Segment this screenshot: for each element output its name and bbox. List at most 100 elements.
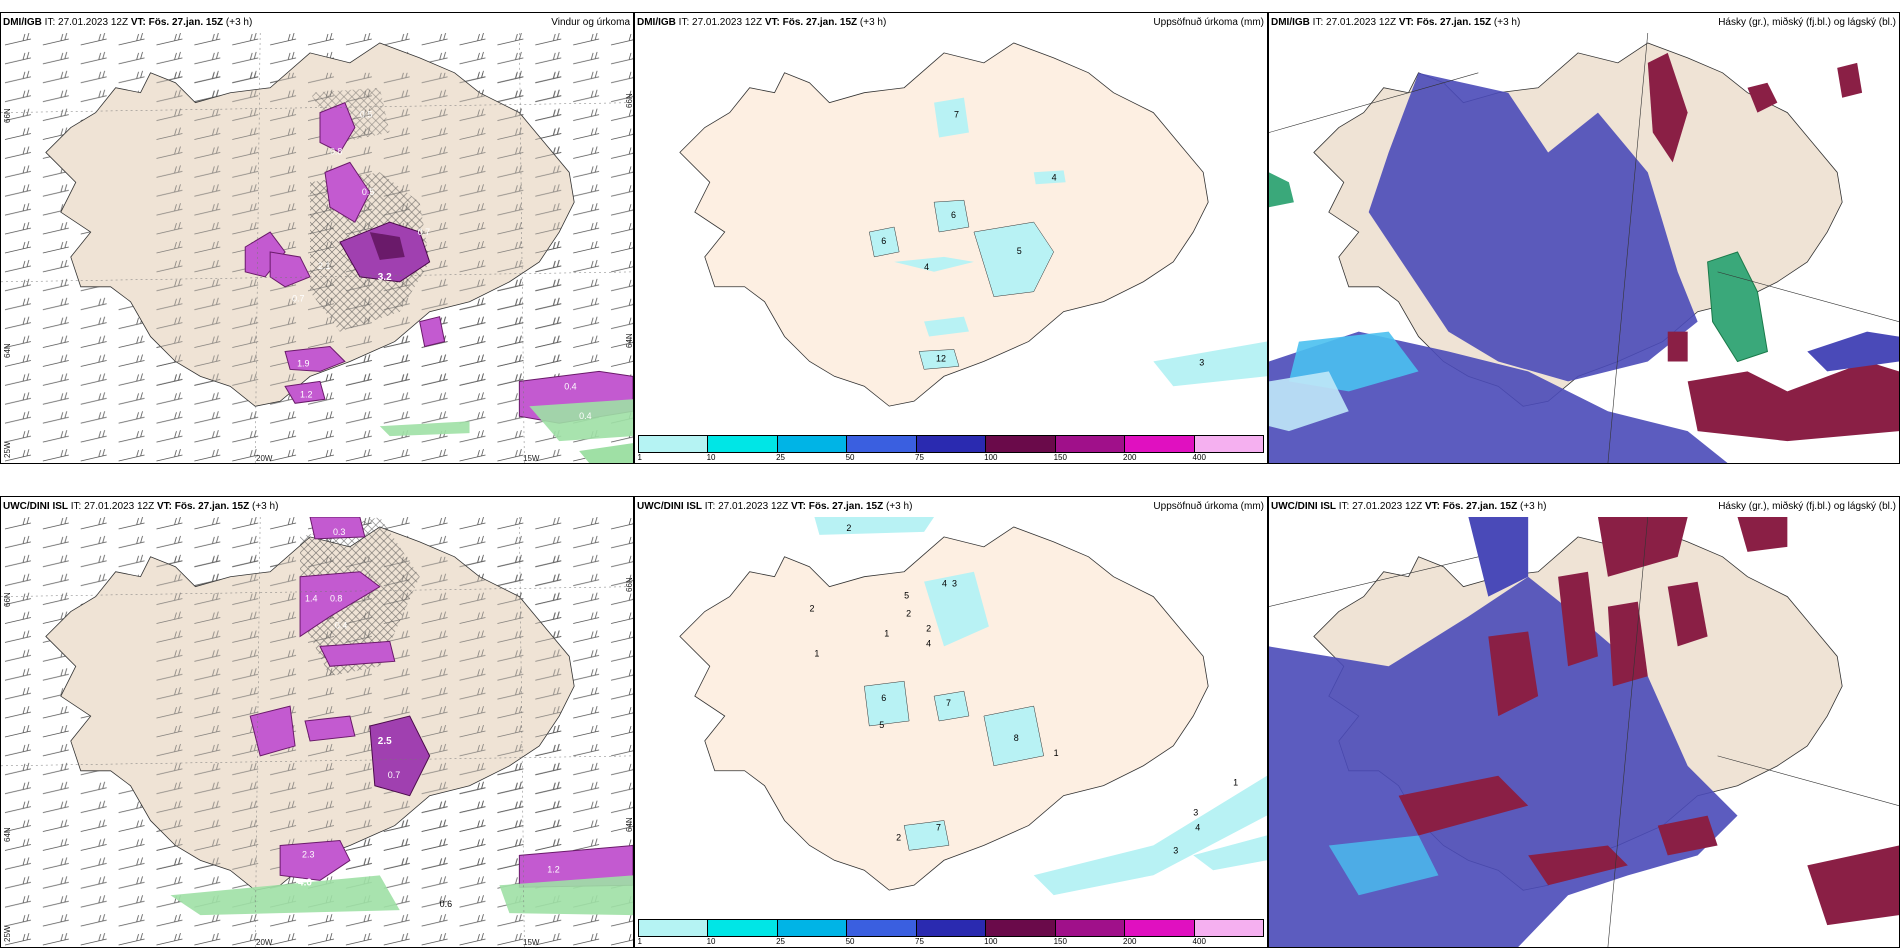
- map-cloud: [1269, 517, 1899, 947]
- lead-time: (+3 h): [225, 17, 253, 28]
- precip-value-label: 7: [954, 110, 959, 120]
- precip-value-label: 0.5: [362, 187, 374, 197]
- source-label: DMI/IGB: [1271, 17, 1310, 28]
- valid-time: Fös. 27.jan. 15Z: [1416, 17, 1492, 28]
- source-label: DMI/IGB: [3, 17, 42, 28]
- precip-value-label: 5: [1017, 246, 1022, 256]
- lat-tick-66n: 66N: [3, 108, 12, 123]
- panel-header: UWC/DINI ISL IT: 27.01.2023 12Z VT: Fös.…: [1269, 497, 1899, 517]
- colorbar-label: 400: [1192, 453, 1206, 462]
- colorbar-label: 25: [776, 453, 785, 462]
- colorbar-label: 150: [1053, 453, 1067, 462]
- precip-value-label: 1.9: [297, 358, 309, 368]
- lat-tick-64n: 64N: [3, 827, 12, 842]
- lead-time: (+3 h): [886, 501, 913, 512]
- colorbar-swatch: [916, 920, 987, 936]
- panel-header: UWC/DINI ISL IT: 27.01.2023 12Z VT: Fös.…: [1, 497, 633, 517]
- precip-value-label: 1: [884, 628, 889, 638]
- precip-value-label: 6: [951, 210, 956, 220]
- precip-value-label: 3: [1199, 357, 1204, 367]
- precip-value-label: 5: [904, 591, 909, 601]
- colorbar-swatch: [639, 436, 709, 452]
- colorbar-swatch: [639, 920, 709, 936]
- precip-value-label: 0.8: [330, 594, 342, 604]
- valid-time: Fös. 27.jan. 15Z: [782, 17, 858, 28]
- precip-value-label: 0.7: [388, 770, 400, 780]
- panel-header: DMI/IGB IT: 27.01.2023 12Z VT: Fös. 27.j…: [635, 13, 1267, 33]
- lon-tick-15w: 15W: [523, 454, 540, 463]
- init-time: IT: 27.01.2023 12Z: [678, 17, 763, 28]
- precip-value-label: 2.1: [318, 261, 330, 271]
- lat-tick-66n-right: 66N: [625, 93, 634, 108]
- precip-value-label: 0.4: [579, 411, 591, 421]
- lead-time: (+3 h): [252, 501, 279, 512]
- lat-tick-64n-right: 64N: [625, 817, 634, 832]
- precip-value-label: 7: [946, 698, 951, 708]
- panel-wind-uwc: UWC/DINI ISL IT: 27.01.2023 12Z VT: Fös.…: [0, 496, 634, 948]
- map-precip: 7 4 6 6 4 5 12 3: [635, 33, 1267, 433]
- map-precip: 2 2 4 3 5 2 2 4 1 1 6 7 5 8 1 2 7 1 3 4 …: [635, 517, 1267, 917]
- precip-value-label: 7: [936, 822, 941, 832]
- lon-tick-15w: 15W: [523, 938, 540, 947]
- panel-cloud-uwc: UWC/DINI ISL IT: 27.01.2023 12Z VT: Fös.…: [1268, 496, 1900, 948]
- lead-time: (+3 h): [1493, 17, 1521, 28]
- colorbar-label: 10: [706, 453, 716, 462]
- lat-tick-64n: 64N: [3, 343, 12, 358]
- vt-label: VT:: [130, 17, 146, 28]
- vt-label: VT:: [156, 501, 172, 512]
- colorbar-label: 25: [776, 937, 785, 946]
- precip-value-label: 1.2: [300, 389, 312, 399]
- precip-value-label: 0.3: [333, 527, 345, 537]
- lon-tick-25w: 25W: [3, 441, 12, 458]
- precip-value-label: 12: [936, 353, 946, 363]
- colorbar-swatch: [1055, 920, 1126, 936]
- panel-title: Hásky (gr.), miðský (fj.bl.) og lágský (…: [1718, 501, 1896, 512]
- precip-value-label: 0.7: [292, 294, 304, 304]
- init-time: IT: 27.01.2023 12Z: [44, 17, 129, 28]
- map-cloud: [1269, 33, 1899, 463]
- source-label: UWC/DINI ISL: [3, 501, 68, 512]
- precip-value-label: 1.4: [305, 594, 317, 604]
- panel-header: DMI/IGB IT: 27.01.2023 12Z VT: Fös. 27.j…: [1, 13, 633, 33]
- valid-time: Fös. 27.jan. 15Z: [148, 17, 224, 28]
- precip-value-label: 4.0: [298, 877, 312, 888]
- source-label: DMI/IGB: [637, 17, 676, 28]
- panel-title: Hásky (gr.), miðský (fj.bl.) og lágský (…: [1718, 17, 1896, 28]
- colorbar-label: 1: [637, 937, 643, 946]
- vt-label: VT:: [790, 501, 806, 512]
- vt-label: VT:: [1424, 501, 1440, 512]
- colorbar-label: 50: [845, 453, 855, 462]
- panel-wind-dmi: DMI/IGB IT: 27.01.2023 12Z VT: Fös. 27.j…: [0, 12, 634, 464]
- init-time: IT: 27.01.2023 12Z: [70, 501, 155, 512]
- precip-value-label: 2: [809, 604, 814, 614]
- precip-colorbar: [638, 919, 1264, 937]
- colorbar-label: 50: [845, 937, 855, 946]
- precip-value-label: 2: [846, 523, 851, 533]
- precip-value-label: 0.7: [418, 227, 430, 237]
- panel-header: UWC/DINI ISL IT: 27.01.2023 12Z VT: Fös.…: [635, 497, 1267, 517]
- precip-value-label: 4: [926, 638, 931, 648]
- colorbar-label: 1: [637, 453, 643, 462]
- colorbar-label: 100: [984, 937, 998, 946]
- precip-colorbar: [638, 435, 1264, 453]
- precip-value-label: 1: [814, 648, 819, 658]
- init-time: IT: 27.01.2023 12Z: [1312, 17, 1397, 28]
- colorbar-label: 75: [915, 937, 924, 946]
- colorbar-swatch: [1125, 920, 1195, 936]
- colorbar-swatch: [847, 920, 917, 936]
- panel-precip-uwc: UWC/DINI ISL IT: 27.01.2023 12Z VT: Fös.…: [634, 496, 1268, 948]
- colorbar-label: 10: [706, 937, 716, 946]
- precip-value-label: 4: [942, 579, 947, 589]
- panel-header: DMI/IGB IT: 27.01.2023 12Z VT: Fös. 27.j…: [1269, 13, 1899, 33]
- precip-value-label: 0.6: [440, 899, 452, 909]
- colorbar-labels: 1 10 25 50 75 100 150 200 400: [638, 453, 1264, 463]
- precip-value-label: 2: [926, 623, 931, 633]
- panel-title: Vindur og úrkoma: [551, 17, 630, 28]
- precip-value-label: 3: [1173, 845, 1178, 855]
- precip-value-label: 4: [1195, 822, 1200, 832]
- lat-tick-64n-right: 64N: [625, 333, 634, 348]
- precip-value-label: 2.5: [378, 736, 392, 747]
- lon-tick-25w: 25W: [3, 925, 12, 942]
- precip-value-label: 3.2: [378, 272, 392, 283]
- precip-value-label: 4: [924, 262, 929, 272]
